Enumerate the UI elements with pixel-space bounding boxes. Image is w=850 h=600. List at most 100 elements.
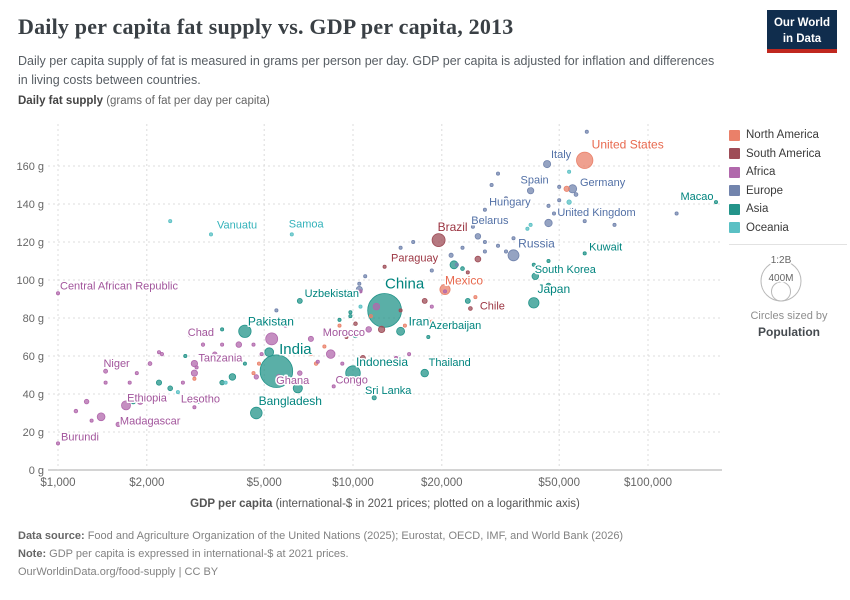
data-point[interactable] xyxy=(525,226,530,231)
data-point[interactable] xyxy=(448,252,454,258)
data-point-samoa[interactable] xyxy=(289,232,294,237)
data-point[interactable] xyxy=(212,351,218,357)
data-point[interactable] xyxy=(363,274,368,279)
data-point-burundi[interactable] xyxy=(56,441,61,446)
data-point[interactable] xyxy=(485,217,490,222)
data-point-pakistan[interactable] xyxy=(238,324,252,338)
data-point[interactable] xyxy=(518,239,523,244)
data-point[interactable] xyxy=(352,332,359,339)
data-point[interactable] xyxy=(212,399,217,404)
legend-item-oceania[interactable]: Oceania xyxy=(729,219,849,238)
data-point[interactable] xyxy=(394,283,399,288)
data-point[interactable] xyxy=(183,353,188,358)
data-point[interactable] xyxy=(569,207,574,212)
data-point[interactable] xyxy=(358,289,363,294)
data-point[interactable] xyxy=(563,185,570,192)
data-point[interactable] xyxy=(503,196,508,201)
data-point[interactable] xyxy=(398,308,403,313)
data-point-china[interactable] xyxy=(367,293,402,328)
data-point[interactable] xyxy=(127,380,132,385)
data-point[interactable] xyxy=(156,350,161,355)
data-point[interactable] xyxy=(465,270,470,275)
data-point[interactable] xyxy=(546,258,551,263)
data-point[interactable] xyxy=(442,289,447,294)
data-point-italy[interactable] xyxy=(543,160,552,169)
data-point[interactable] xyxy=(251,342,256,347)
data-point[interactable] xyxy=(242,361,247,366)
data-point-indonesia[interactable] xyxy=(345,365,361,381)
data-point[interactable] xyxy=(253,374,259,380)
data-point-kuwait[interactable] xyxy=(582,251,587,256)
data-point[interactable] xyxy=(674,211,679,216)
data-point[interactable] xyxy=(228,373,237,381)
data-point[interactable] xyxy=(340,361,345,366)
data-point[interactable] xyxy=(394,355,399,360)
data-point[interactable] xyxy=(83,398,90,405)
data-point-macao[interactable] xyxy=(714,200,719,205)
data-point[interactable] xyxy=(297,346,302,351)
footer-license[interactable]: OurWorldinData.org/food-supply | CC BY xyxy=(18,566,219,579)
data-point[interactable] xyxy=(315,359,320,364)
data-point[interactable] xyxy=(546,203,551,208)
data-point[interactable] xyxy=(326,349,336,359)
data-point-iran[interactable] xyxy=(396,326,406,336)
data-point-sri-lanka[interactable] xyxy=(371,395,377,401)
data-point-chile[interactable] xyxy=(468,306,473,311)
data-point[interactable] xyxy=(573,192,579,197)
data-point-brazil[interactable] xyxy=(431,233,446,248)
data-point[interactable] xyxy=(402,323,407,328)
data-point-united-kingdom[interactable] xyxy=(544,218,553,228)
data-point[interactable] xyxy=(344,289,349,294)
data-point-spain[interactable] xyxy=(526,187,535,195)
data-point[interactable] xyxy=(194,365,199,370)
data-point-azerbaijan[interactable] xyxy=(426,334,431,339)
data-point[interactable] xyxy=(200,342,206,347)
data-point[interactable] xyxy=(474,255,482,263)
data-point[interactable] xyxy=(531,262,536,267)
data-point[interactable] xyxy=(377,325,386,333)
data-point[interactable] xyxy=(220,342,225,347)
data-point[interactable] xyxy=(348,314,353,319)
data-point-niger[interactable] xyxy=(103,368,108,374)
data-point-hungary[interactable] xyxy=(482,207,487,212)
data-point[interactable] xyxy=(482,239,487,244)
data-point[interactable] xyxy=(344,334,349,339)
data-point-thailand[interactable] xyxy=(420,368,429,378)
data-point[interactable] xyxy=(119,361,125,366)
data-point[interactable] xyxy=(283,323,288,328)
data-point[interactable] xyxy=(337,323,342,328)
data-point[interactable] xyxy=(337,317,342,322)
data-point[interactable] xyxy=(503,249,508,254)
data-point[interactable] xyxy=(429,268,434,273)
data-point[interactable] xyxy=(353,321,358,326)
data-point[interactable] xyxy=(482,249,487,254)
data-point-bangladesh[interactable] xyxy=(250,406,263,420)
legend-item-north-america[interactable]: North America xyxy=(729,126,849,145)
data-point[interactable] xyxy=(474,233,482,240)
data-point[interactable] xyxy=(612,222,617,227)
data-point-paraguay[interactable] xyxy=(382,264,387,269)
data-point-uzbekistan[interactable] xyxy=(296,297,303,304)
data-point[interactable] xyxy=(147,361,153,366)
data-point[interactable] xyxy=(357,281,362,286)
data-point[interactable] xyxy=(264,347,275,358)
data-point[interactable] xyxy=(348,310,353,315)
data-point[interactable] xyxy=(292,383,303,394)
data-point-central-african-republic[interactable] xyxy=(56,291,61,296)
data-point[interactable] xyxy=(308,352,313,357)
data-point[interactable] xyxy=(73,408,79,414)
data-point[interactable] xyxy=(454,262,459,267)
data-point[interactable] xyxy=(460,266,465,271)
data-point[interactable] xyxy=(259,352,264,357)
data-point[interactable] xyxy=(130,398,136,405)
data-point-tanzania[interactable] xyxy=(190,360,198,368)
data-point[interactable] xyxy=(365,326,372,333)
data-point[interactable] xyxy=(557,198,562,203)
data-point[interactable] xyxy=(220,327,225,332)
data-point-congo[interactable] xyxy=(331,384,336,389)
legend-item-africa[interactable]: Africa xyxy=(729,163,849,182)
data-point-madagascar[interactable] xyxy=(115,421,121,427)
data-point[interactable] xyxy=(330,329,335,334)
owid-logo[interactable]: Our World in Data xyxy=(767,10,837,53)
data-point[interactable] xyxy=(582,219,587,224)
